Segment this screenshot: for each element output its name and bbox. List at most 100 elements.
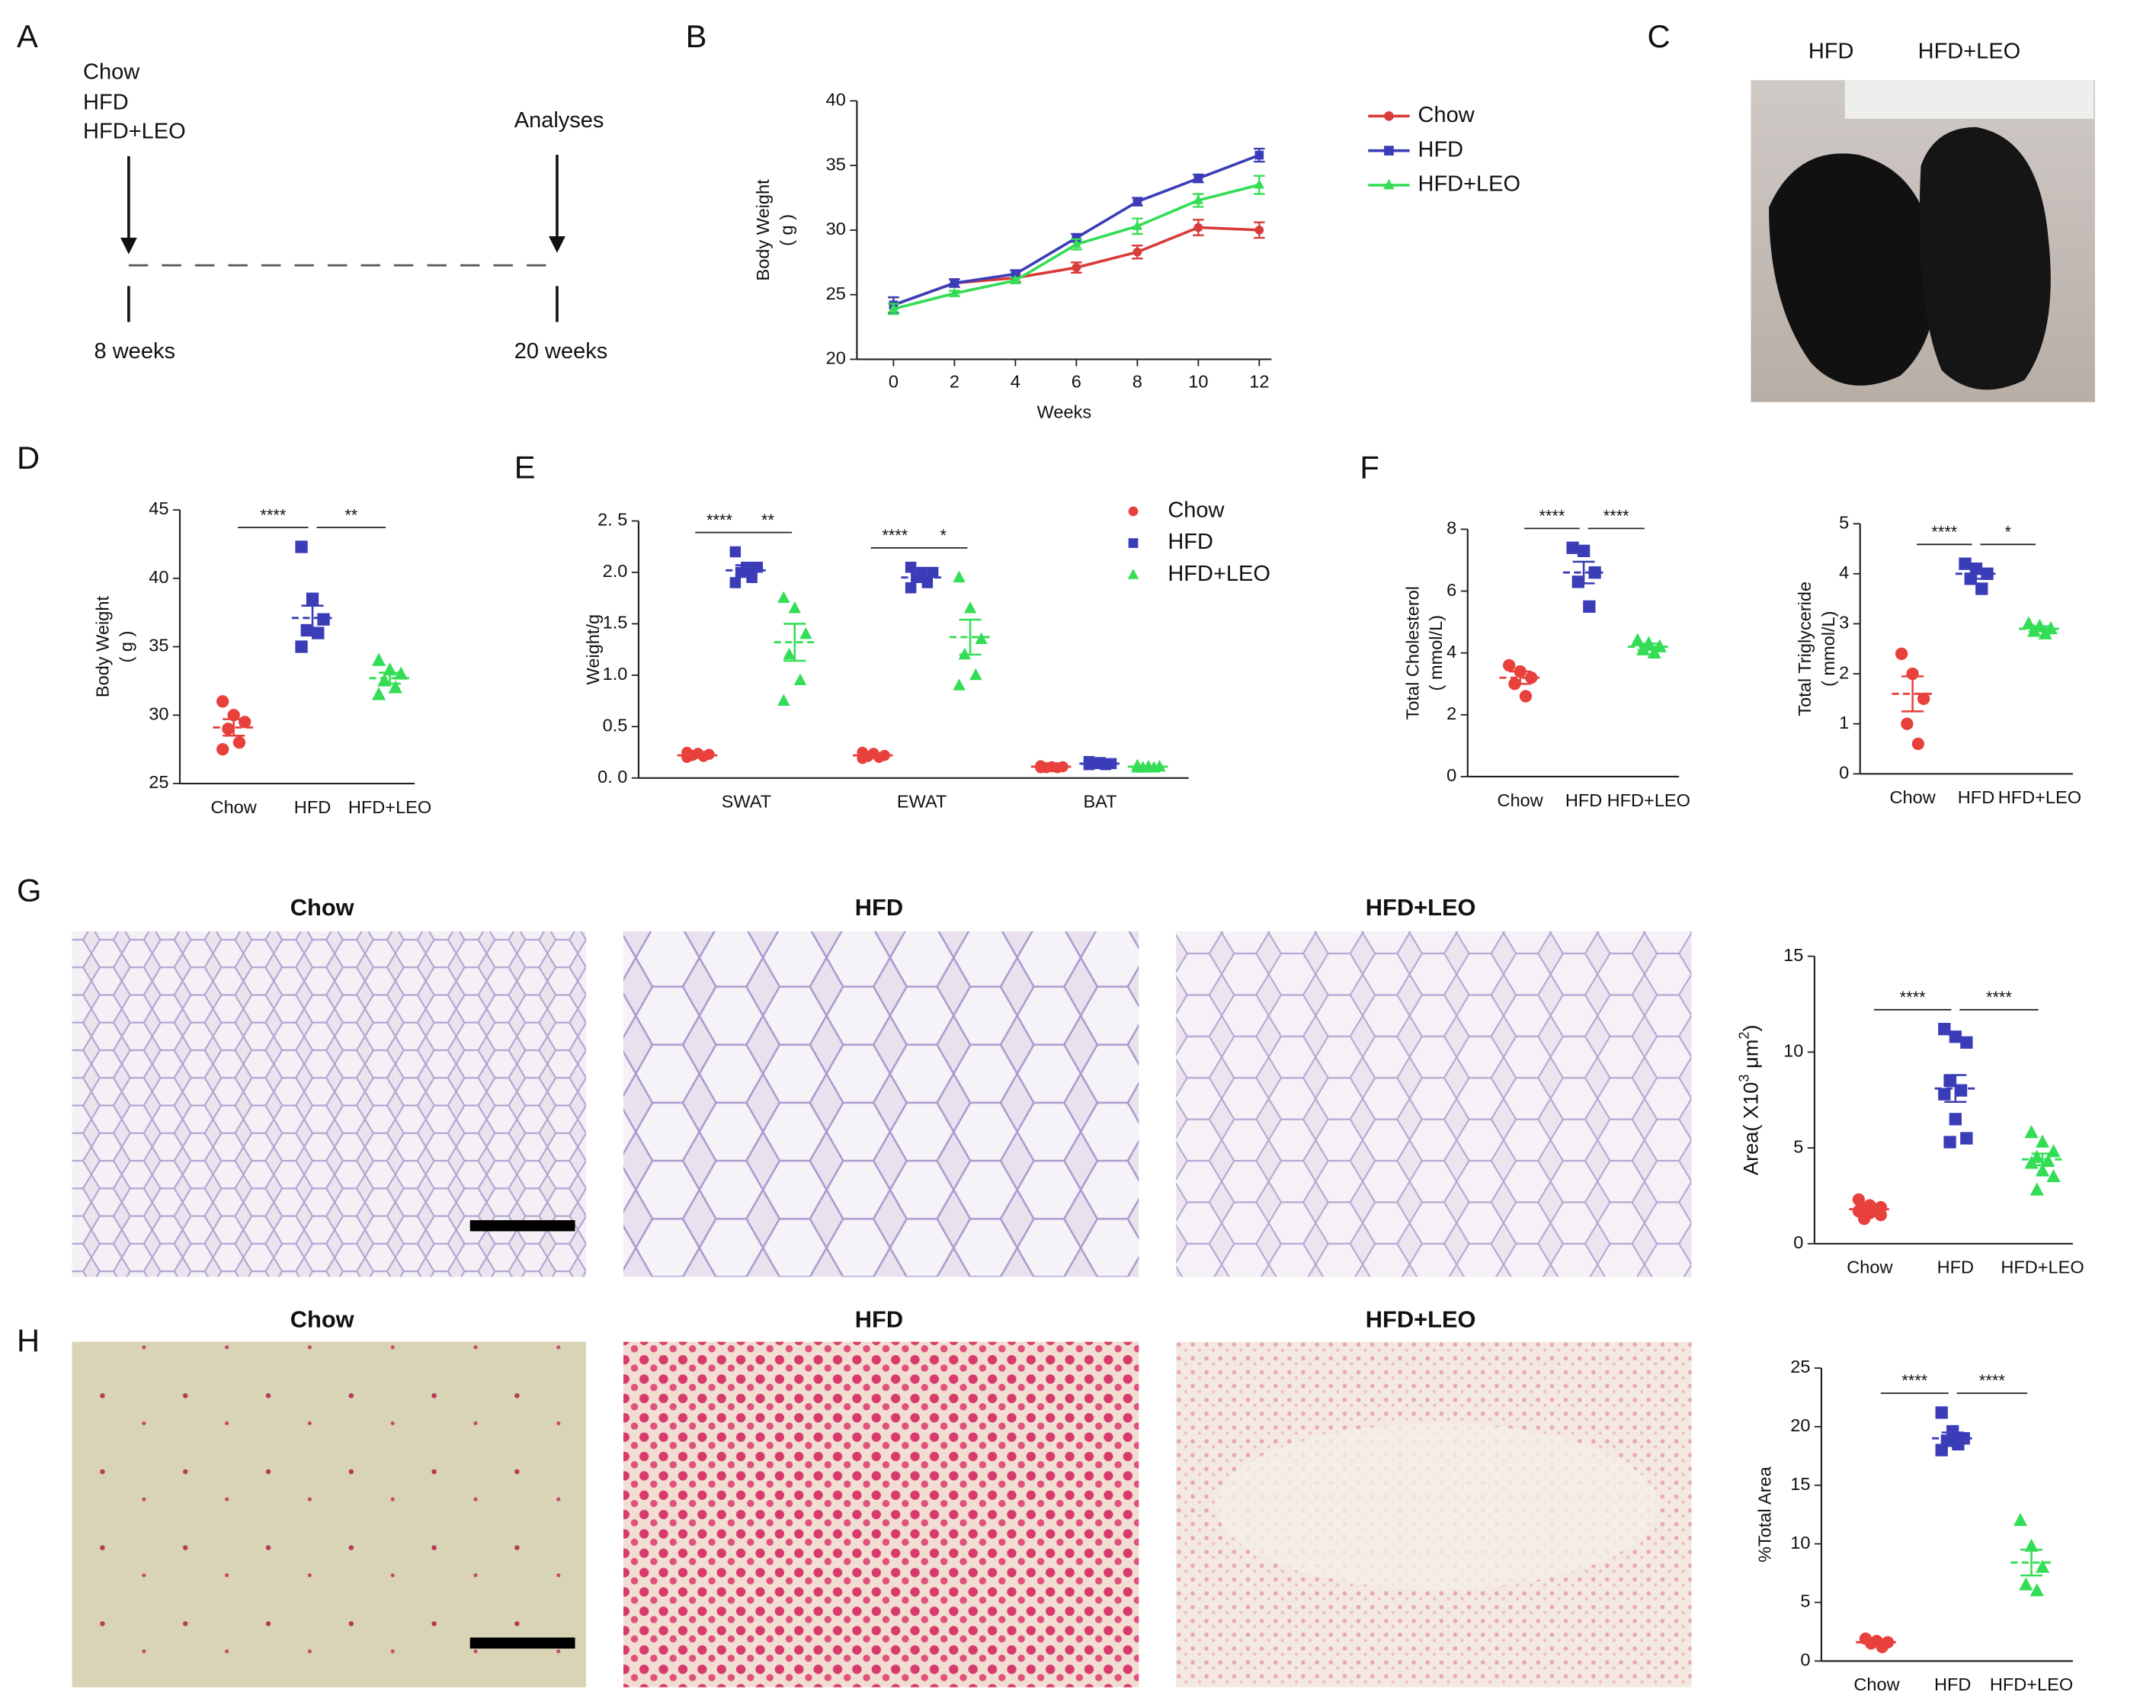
marker: [905, 582, 917, 594]
error-bar: [1944, 1074, 1967, 1104]
legend-label: HFD+LEO: [1418, 172, 1521, 197]
error-bar: [735, 564, 758, 577]
photo-label: HFD+LEO: [1918, 40, 2021, 64]
x-tick-label: SWAT: [722, 792, 771, 812]
y-tick-label: 35: [149, 636, 168, 655]
marker: [958, 647, 971, 660]
y-tick-label: 40: [149, 567, 168, 587]
image-region: [1216, 1423, 1659, 1590]
error-bar: [1509, 670, 1532, 685]
oil-red-image: [623, 1341, 1139, 1687]
marker: [388, 680, 402, 694]
x-tick-label: HFD: [1958, 787, 1994, 807]
error-bar: [1858, 1206, 1881, 1213]
marker: [1588, 566, 1601, 579]
error-bar: [783, 623, 806, 662]
marker: [1935, 1406, 1948, 1419]
marker: [239, 716, 251, 729]
x-tick-label: BAT: [1083, 792, 1116, 812]
marker: [746, 572, 758, 583]
timeline: Chow HFD HFD+LEO Analyses 8 weeks 20 wee…: [83, 60, 607, 364]
y-tick-label: 10: [1790, 1533, 1810, 1553]
x-tick-label: HFD: [1937, 1258, 1974, 1277]
marker: [729, 546, 742, 558]
x-tick-label: Chow: [211, 797, 258, 817]
group-label: HFD+LEO: [83, 120, 186, 144]
error-bar: [2020, 1549, 2043, 1577]
significance-label: ****: [1603, 507, 1629, 526]
marker: [1949, 1030, 1962, 1043]
marker: [306, 592, 319, 605]
y-tick-label: 5: [1839, 512, 1849, 532]
marker: [232, 736, 246, 749]
x-axis-label: Weeks: [1037, 402, 1092, 421]
x-tick-label: 6: [1072, 371, 1081, 391]
significance-label: *: [940, 526, 947, 545]
error-bar: [1637, 643, 1660, 651]
x-tick-label: HFD+LEO: [1607, 790, 1690, 810]
marker: [2019, 1577, 2033, 1591]
x-tick-label: HFD+LEO: [1990, 1674, 2073, 1694]
legend-marker: [1384, 146, 1394, 155]
marker: [295, 640, 308, 653]
marker: [1635, 642, 1651, 655]
y-tick-label: 45: [149, 498, 168, 518]
marker: [1938, 1088, 1951, 1101]
marker: [227, 709, 240, 722]
error-bar: [911, 573, 934, 582]
error-bar: [1040, 764, 1063, 768]
marker: [1583, 600, 1596, 613]
y-tick-label: 40: [826, 90, 846, 110]
marker: [1954, 1084, 1968, 1097]
error-bar: [959, 618, 982, 656]
marker: [799, 626, 812, 639]
marker: [1132, 247, 1142, 257]
legend-label: HFD+LEO: [1168, 562, 1270, 586]
marker: [2029, 1182, 2044, 1196]
histology-g: Chow HFD HFD+LEO: [72, 894, 1692, 1277]
image-title: HFD+LEO: [1366, 894, 1476, 921]
marker: [1946, 1424, 1959, 1438]
image-title: Chow: [290, 894, 355, 921]
legend-marker: [1383, 178, 1395, 190]
x-tick-label: Chow: [1847, 1258, 1893, 1277]
marker: [1193, 174, 1203, 183]
marker: [905, 561, 917, 573]
x-tick-label: HFD: [1934, 1674, 1971, 1694]
marker: [312, 626, 325, 639]
x-tick-label: HFD+LEO: [2001, 1258, 2084, 1277]
significance-label: ****: [1986, 988, 2012, 1007]
marker: [1852, 1193, 1866, 1206]
error-bar: [2031, 1152, 2054, 1166]
y-tick-label: 0.5: [603, 716, 628, 735]
marker: [1857, 1212, 1871, 1226]
y-axis-label: Body Weight: [92, 596, 112, 698]
marker: [2027, 623, 2042, 637]
x-tick-label: 12: [1249, 371, 1269, 391]
y-axis-label: ( g ): [777, 214, 796, 246]
marker: [1566, 541, 1579, 554]
error-bar: [223, 718, 245, 737]
y-tick-label: 0: [1800, 1650, 1810, 1670]
marker: [317, 613, 330, 626]
error-bar: [1901, 675, 1924, 713]
marker: [1571, 575, 1585, 588]
error-bar: [1572, 560, 1595, 585]
y-tick-label: 2: [1446, 703, 1456, 723]
x-tick-label: Chow: [1853, 1674, 1900, 1694]
y-tick-label: 35: [826, 154, 846, 174]
marker: [2046, 1168, 2061, 1183]
error-bar: [1865, 1639, 1888, 1645]
y-tick-label: 0: [1839, 763, 1849, 783]
y-axis-label: ( mmol/L): [1426, 615, 1446, 691]
marker: [2013, 1512, 2028, 1527]
y-axis-label-part: ): [1738, 1024, 1762, 1031]
panel-label: F: [1360, 449, 1379, 485]
marker: [2035, 1134, 2050, 1148]
group-label: HFD: [83, 91, 129, 115]
y-axis-label: Area( X103 μm2): [1736, 1024, 1762, 1175]
y-tick-label: 8: [1446, 518, 1456, 538]
marker: [2024, 1538, 2039, 1552]
significance-label: ****: [1900, 988, 1926, 1007]
marker: [1072, 263, 1081, 272]
